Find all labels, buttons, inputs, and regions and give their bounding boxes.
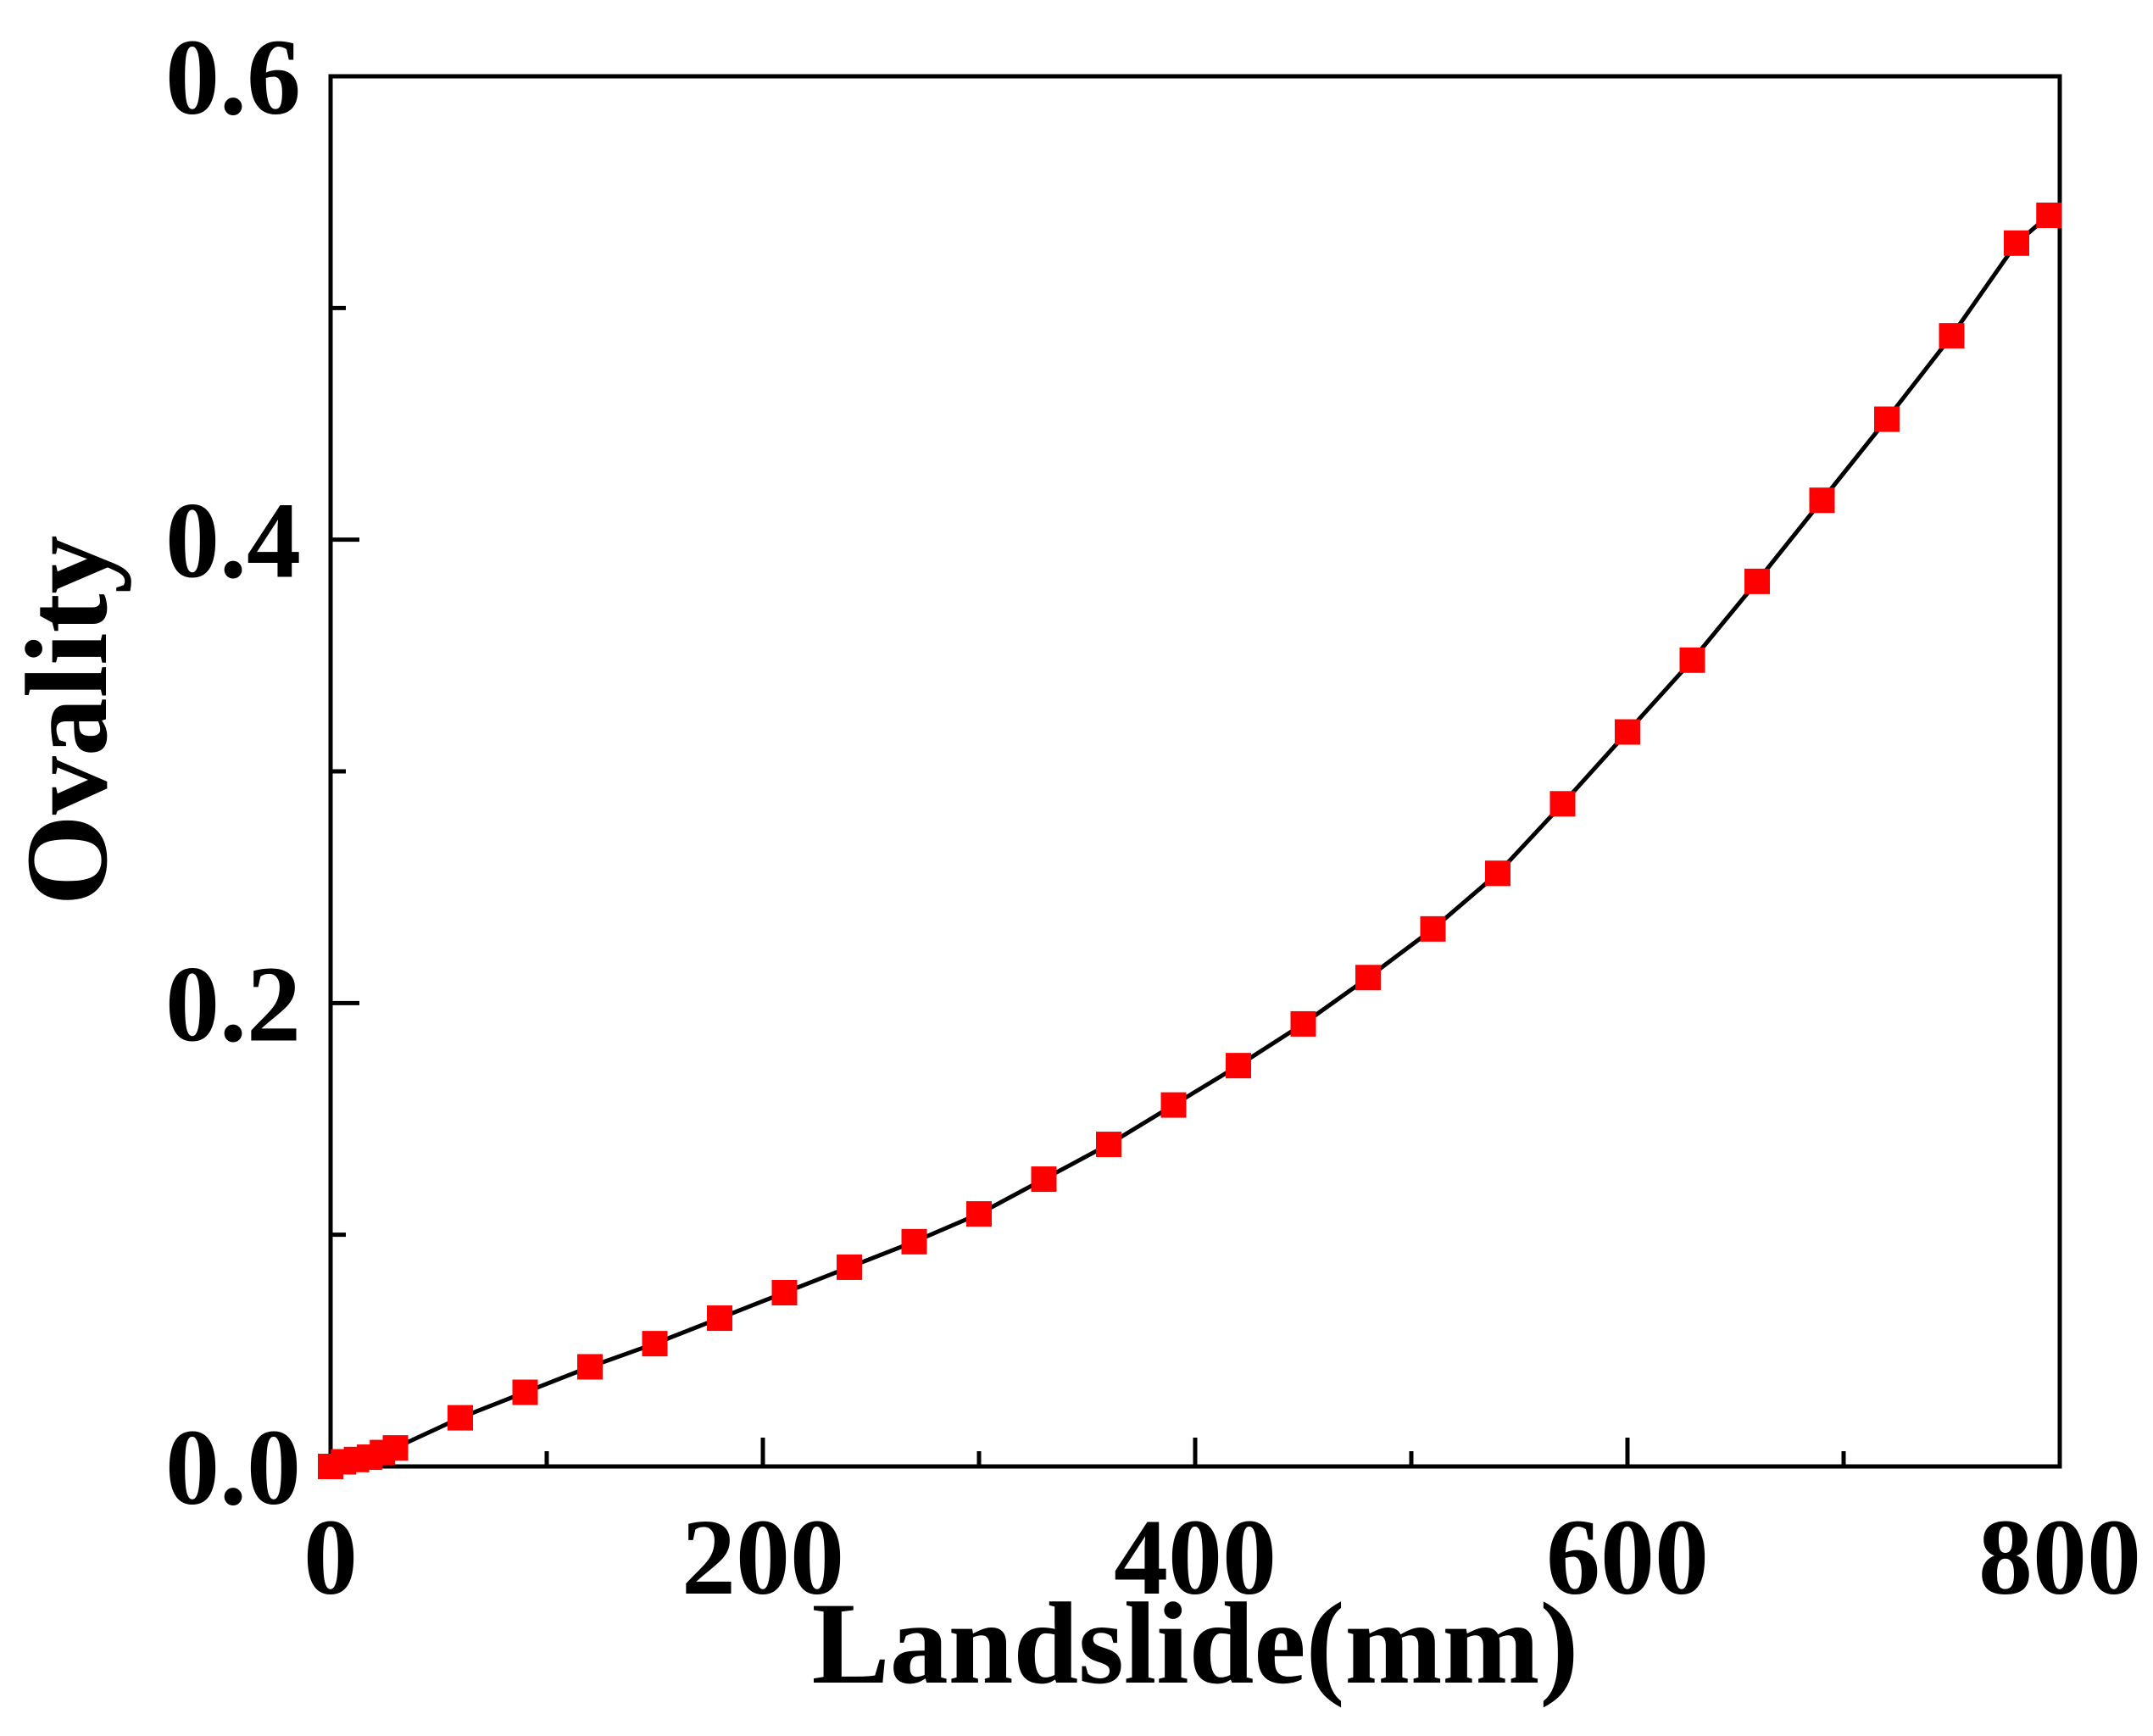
x-axis-ticks: 0 200 400 600 800 bbox=[303, 1438, 2141, 1617]
data-point bbox=[707, 1305, 732, 1332]
y-tick-label: 0.4 bbox=[165, 481, 301, 601]
y-tick-label: 0.6 bbox=[165, 17, 301, 137]
x-tick-label: 400 bbox=[1114, 1497, 1277, 1617]
data-point bbox=[2036, 203, 2062, 228]
series-line bbox=[330, 214, 2050, 1469]
data-point bbox=[966, 1201, 992, 1227]
data-point bbox=[448, 1405, 473, 1431]
data-point bbox=[382, 1435, 409, 1461]
data-point bbox=[771, 1280, 798, 1305]
data-point bbox=[1420, 915, 1446, 942]
data-point bbox=[1355, 965, 1381, 991]
y-tick-label: 0.2 bbox=[165, 943, 301, 1064]
plot-frame bbox=[328, 74, 2062, 1469]
data-point bbox=[1809, 487, 1835, 514]
data-point bbox=[1226, 1053, 1251, 1079]
x-tick-label: 0 bbox=[303, 1497, 358, 1617]
y-tick-label: 0.0 bbox=[165, 1407, 301, 1527]
data-point bbox=[1031, 1166, 1057, 1193]
data-point bbox=[642, 1331, 668, 1357]
x-tick-label: 600 bbox=[1546, 1497, 1709, 1617]
data-point bbox=[1290, 1010, 1316, 1037]
data-point bbox=[1549, 791, 1576, 817]
data-point bbox=[512, 1379, 538, 1405]
data-point bbox=[1744, 568, 1770, 594]
x-tick-label: 200 bbox=[682, 1497, 844, 1617]
series-markers bbox=[318, 203, 2062, 1479]
data-point bbox=[1679, 647, 1705, 673]
data-point bbox=[1485, 860, 1510, 887]
x-axis-label: Landslide(mm) bbox=[812, 1578, 1579, 1708]
x-tick-label: 800 bbox=[1978, 1497, 2141, 1617]
data-point bbox=[1939, 323, 1965, 349]
data-point bbox=[577, 1354, 603, 1380]
data-point bbox=[1096, 1132, 1121, 1158]
data-point bbox=[1615, 719, 1640, 745]
data-point bbox=[2004, 230, 2029, 256]
data-point bbox=[901, 1228, 927, 1255]
data-point bbox=[837, 1254, 862, 1280]
data-point bbox=[1874, 406, 1900, 432]
data-point bbox=[1160, 1092, 1187, 1118]
y-axis-ticks: 0.0 0.2 0.4 0.6 bbox=[165, 17, 359, 1527]
y-axis-label: Ovality bbox=[2, 536, 131, 906]
